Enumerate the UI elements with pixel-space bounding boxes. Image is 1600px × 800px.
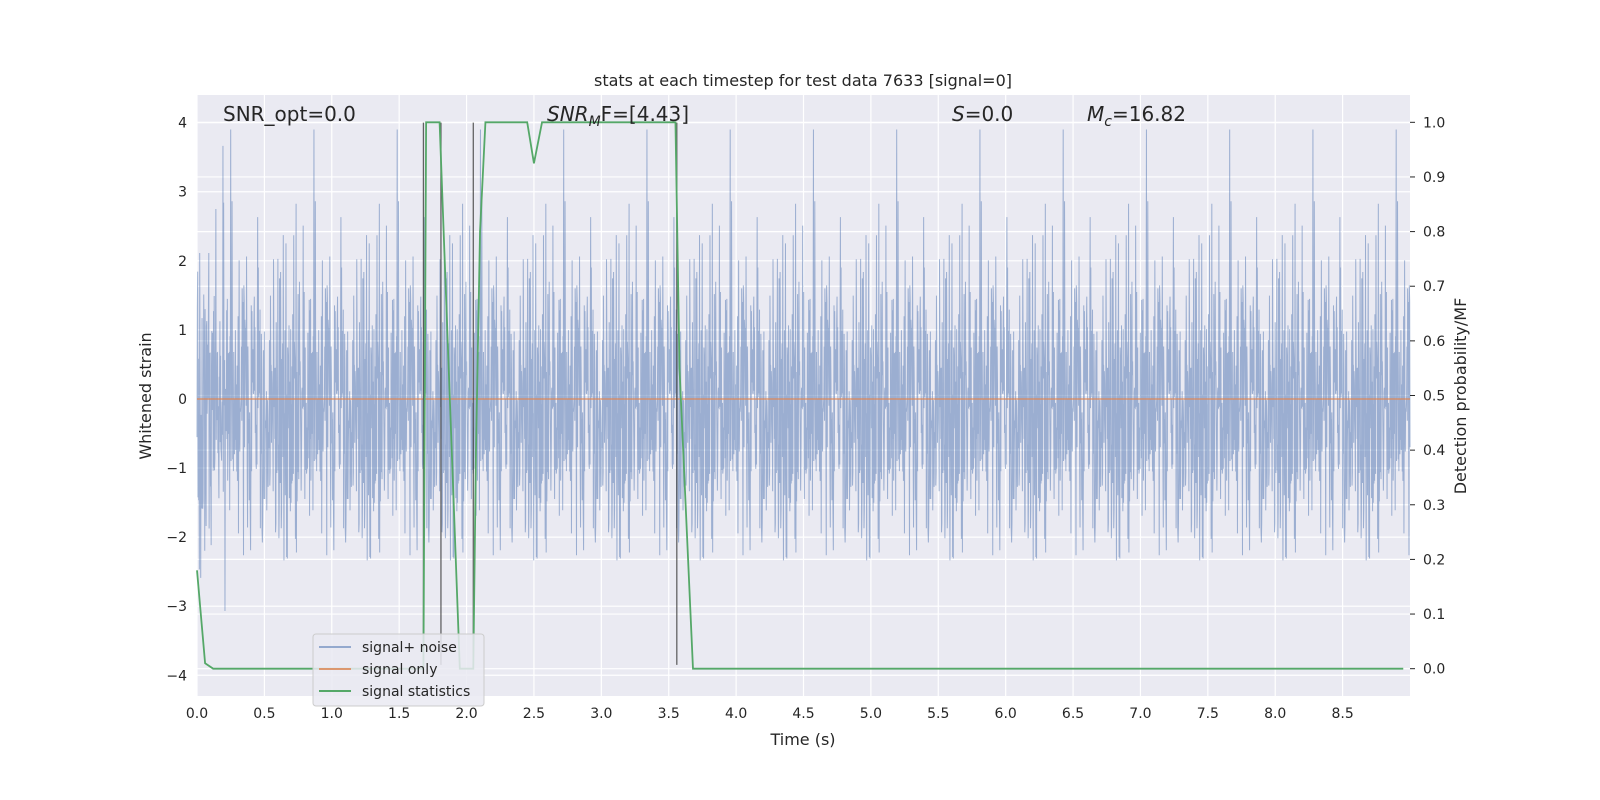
signal-statistics-series	[196, 121, 1404, 670]
y-tick-label: 1	[178, 323, 187, 339]
x-tick-label: 3.5	[658, 706, 680, 722]
x-tick-label: 1.0	[321, 706, 343, 722]
y2-tick-label: 0.9	[1423, 170, 1445, 186]
x-tick-label: 8.0	[1264, 706, 1286, 722]
legend-label-noise: signal+ noise	[362, 640, 457, 656]
y-tick-label: −2	[166, 530, 187, 546]
vertical-markers	[422, 122, 678, 665]
legend-box	[312, 633, 485, 707]
y-axis-label: Whitened strain	[136, 332, 155, 459]
mc-annotation: Mc=16.82	[1087, 102, 1186, 130]
x-tick-label: 5.0	[860, 706, 882, 722]
x-axis-ticks: 0.0 0.5 1.0 1.5 2.0 2.5 3.0 3.5 4.0 4.5 5.0 5.5 6.0 6…	[186, 706, 1354, 722]
y-tick-label: 4	[178, 116, 187, 132]
x-axis-label: Time (s)	[769, 730, 835, 749]
noise-line	[196, 129, 1411, 612]
x-tick-label: 0.5	[253, 706, 275, 722]
x-tick-label: 8.5	[1331, 706, 1353, 722]
x-tick-label: 4.5	[792, 706, 814, 722]
y2-tick-label: 0.3	[1423, 498, 1445, 514]
noise-series	[196, 129, 1411, 612]
y-tick-label: −4	[166, 668, 187, 684]
y2-tick-label: 0.1	[1423, 607, 1445, 623]
x-tick-label: 5.5	[927, 706, 949, 722]
legend-label-statistics: signal statistics	[362, 684, 470, 700]
y-tick-label: 3	[178, 185, 187, 201]
x-tick-label: 6.5	[1062, 706, 1084, 722]
y2-axis-ticks: 1.0 0.9 0.8 0.7 0.6 0.5 0.4 0.3 0.2 0.1 0.0	[1410, 115, 1445, 678]
snr-opt-annotation: SNR_opt=0.0	[223, 102, 356, 126]
y-tick-label: 0	[178, 392, 187, 408]
y2-tick-label: 1.0	[1423, 115, 1445, 131]
snr-mf-annotation: SNRMF=[4.43]	[547, 102, 689, 130]
y2-tick-label: 0.4	[1423, 443, 1445, 459]
y-tick-label: −1	[166, 461, 187, 477]
y-tick-label: −3	[166, 599, 187, 615]
x-tick-label: 2.0	[455, 706, 477, 722]
x-tick-label: 6.0	[995, 706, 1017, 722]
legend: signal+ noise signal only signal statist…	[312, 633, 485, 707]
x-tick-label: 1.5	[388, 706, 410, 722]
y2-tick-label: 0.6	[1423, 334, 1445, 350]
x-tick-label: 7.5	[1197, 706, 1219, 722]
legend-label-signal-only: signal only	[362, 662, 437, 678]
y2-tick-label: 0.0	[1423, 662, 1445, 678]
y-axis-ticks: 4 3 2 1 0 −1 −2 −3 −4	[166, 116, 187, 685]
y2-tick-label: 0.8	[1423, 225, 1445, 241]
y2-tick-label: 0.2	[1423, 552, 1445, 568]
x-tick-label: 0.0	[186, 706, 208, 722]
x-tick-label: 3.0	[590, 706, 612, 722]
x-tick-label: 7.0	[1129, 706, 1151, 722]
s-annotation: S=0.0	[952, 102, 1013, 126]
chart-title: stats at each timestep for test data 763…	[594, 71, 1012, 90]
signal-statistics-line	[196, 121, 1404, 670]
y2-tick-label: 0.5	[1423, 389, 1445, 405]
y-tick-label: 2	[178, 254, 187, 270]
x-tick-label: 2.5	[523, 706, 545, 722]
y2-tick-label: 0.7	[1423, 279, 1445, 295]
x-tick-label: 4.0	[725, 706, 747, 722]
y2-axis-label: Detection probability/MF	[1451, 298, 1470, 495]
